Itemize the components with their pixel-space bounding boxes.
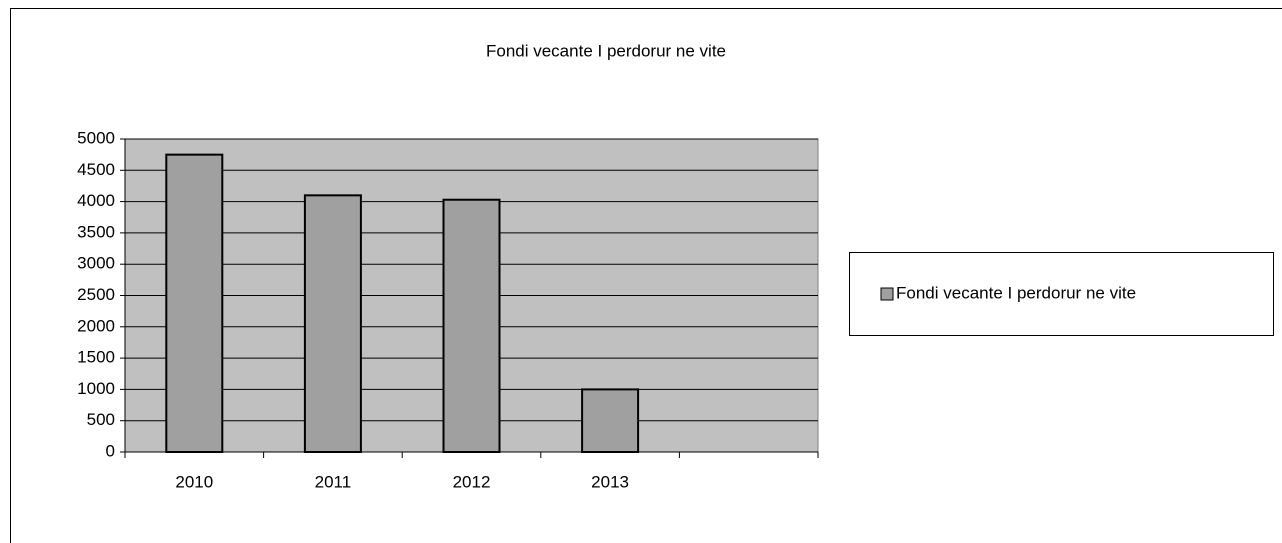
x-tick-label: 2012 [453, 472, 491, 491]
bar [442, 198, 501, 453]
y-tick-label: 1000 [77, 379, 115, 398]
legend-swatch [880, 287, 894, 301]
y-tick-label: 0 [106, 441, 115, 460]
bar [581, 388, 640, 453]
x-tick-label: 2010 [175, 472, 213, 491]
legend-box [849, 252, 1274, 336]
x-tick-label: 2013 [591, 472, 629, 491]
legend-label: Fondi vecante I perdorur ne vite [896, 283, 1136, 302]
y-tick-label: 4000 [77, 191, 115, 210]
chart-title: Fondi vecante I perdorur ne vite [486, 41, 726, 60]
y-tick-label: 3500 [77, 222, 115, 241]
y-tick-label: 2000 [77, 316, 115, 335]
y-tick-label: 3000 [77, 254, 115, 273]
y-tick-label: 5000 [77, 128, 115, 147]
bar [165, 153, 224, 453]
y-tick-label: 2500 [77, 285, 115, 304]
y-tick-label: 4500 [77, 160, 115, 179]
x-tick-label: 2011 [315, 472, 352, 491]
y-tick-label: 500 [87, 410, 115, 429]
bar [303, 194, 362, 453]
y-tick-label: 1500 [77, 348, 115, 367]
